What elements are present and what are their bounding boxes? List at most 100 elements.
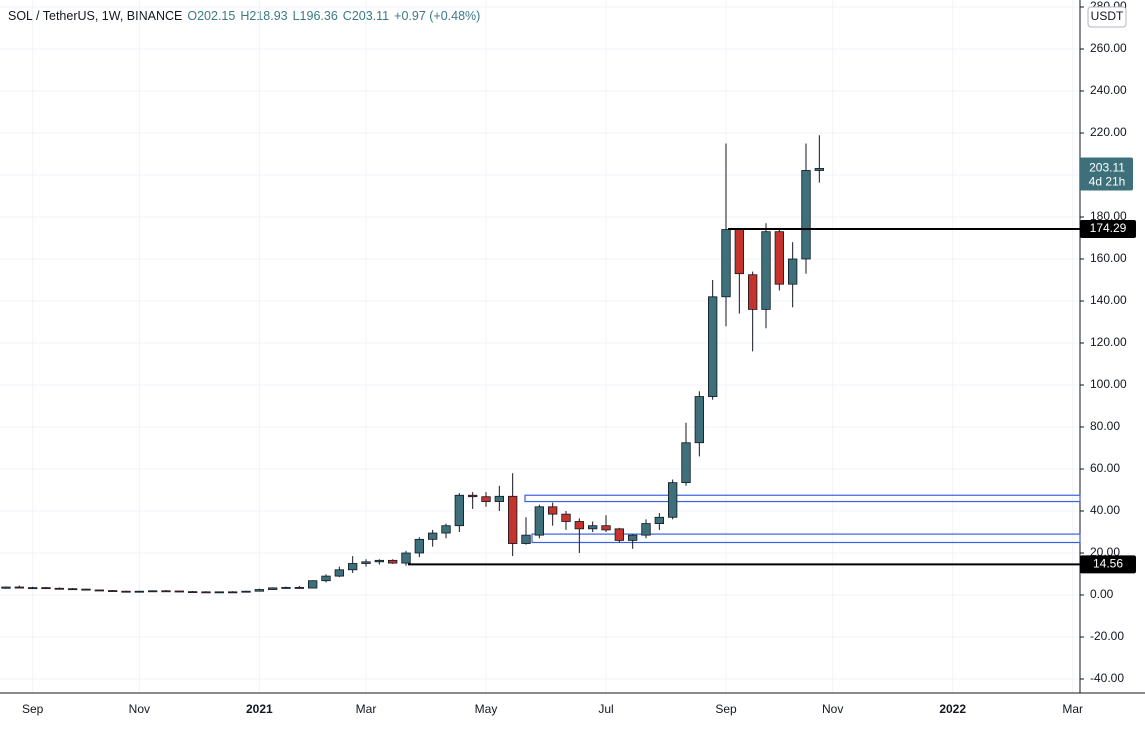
candle-body [761,231,771,310]
x-tick-label: May [475,702,498,716]
candle-body [494,495,505,502]
y-tick-label: 80.00 [1090,419,1120,433]
zone [524,494,1081,503]
ohlc-value: O202.15 [187,9,235,23]
y-tick-label: 60.00 [1090,461,1120,475]
x-tick-label: Nov [822,702,843,716]
candle-body [201,591,211,594]
symbol: SOL / TetherUS, 1W, BINANCE [8,9,182,23]
candle-body [281,587,291,589]
candle-body [721,229,731,298]
y-tick-label: -40.00 [1090,671,1124,685]
x-tick-label: Nov [129,702,150,716]
x-tick-label: Sep [22,702,44,716]
x-tick-label: Mar [1062,702,1083,716]
level-label: 174.29 [1090,221,1127,235]
x-tick-label: 2022 [939,702,966,716]
candle-body [41,587,51,590]
candle-body [467,494,478,498]
candle-body [334,569,345,577]
candle-body [161,590,171,593]
candle-body [774,231,784,285]
candle-body [548,506,558,515]
candle-body [507,495,518,544]
candle-body [654,516,664,524]
candle-body [801,170,811,260]
candle-body [14,586,24,589]
candle-body [574,521,584,530]
candle-body [241,590,251,593]
y-tick-label: 240.00 [1090,83,1127,97]
unit-label: USDT [1091,9,1124,23]
y-tick-label: 140.00 [1090,293,1127,307]
candle-body [694,396,704,444]
candle-body [748,274,758,310]
y-tick-label: 220.00 [1090,125,1127,139]
candle-body [374,559,385,563]
candle-body [427,532,438,540]
candle-body [481,496,491,502]
candle-body [414,538,425,554]
level-tag [1080,555,1136,574]
level-label: 14.56 [1093,557,1123,571]
candle-body [1,586,11,589]
candle-body [214,591,224,594]
candle-body [588,525,598,530]
y-tick-label: -20.00 [1090,629,1124,643]
candle-body [81,588,91,591]
ohlc-value: L196.36 [293,9,338,23]
y-tick-label: 180.00 [1090,209,1127,223]
candle-body [134,590,144,593]
candle-body [94,589,104,592]
candle-body [561,513,571,522]
candle-body [54,587,64,590]
x-tick-label: Mar [356,702,377,716]
candle-body [601,525,611,531]
unit-box [1087,6,1127,28]
candle-body [254,589,264,592]
candle-body [68,588,78,591]
candle-body [108,590,118,592]
candle-body [147,590,158,593]
ohlc-value: H218.93 [240,9,287,23]
candle-body [534,506,544,536]
candle-body [187,591,198,594]
candle-body [361,561,371,564]
candle-body [121,590,131,593]
y-tick-label: 0.00 [1090,587,1114,601]
candle-body [708,296,718,397]
candle-body [734,229,744,275]
candle-body [441,525,451,534]
candle-body [307,580,318,589]
last-price-label: 203.11 [1089,161,1125,175]
x-tick-label: Jul [598,702,613,716]
y-tick-label: 100.00 [1090,377,1127,391]
candle-body [321,575,331,582]
candle-body [267,587,278,590]
candle-body [227,591,238,594]
candle-body [614,528,624,541]
candle-body [788,258,798,285]
x-tick-label: 2021 [246,702,273,716]
candle-body [401,552,411,564]
candle-body [681,442,691,484]
candle-body [814,168,824,171]
candle-body [174,590,184,593]
grid [0,0,1080,693]
chart-header: SOL / TetherUS, 1W, BINANCE O202.15 H218.9… [8,9,480,23]
candle-body [628,534,638,541]
candle-body [668,482,678,518]
y-tick-label: 160.00 [1090,251,1127,265]
candle-body [294,587,305,589]
y-tick-label: 40.00 [1090,503,1120,517]
candle-body [387,559,398,564]
change: +0.97 (+0.48%) [394,9,480,23]
candle-body [347,563,358,571]
candle-body [454,494,465,527]
y-tick-label: 120.00 [1090,335,1127,349]
candle-body [521,534,531,544]
candle-body [27,587,38,590]
last-price-tag [1080,157,1133,191]
zone [531,533,1081,544]
